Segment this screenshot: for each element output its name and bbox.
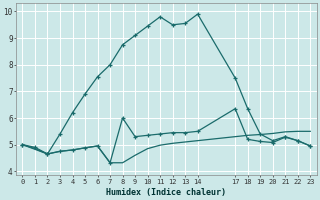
X-axis label: Humidex (Indice chaleur): Humidex (Indice chaleur) <box>106 188 226 197</box>
